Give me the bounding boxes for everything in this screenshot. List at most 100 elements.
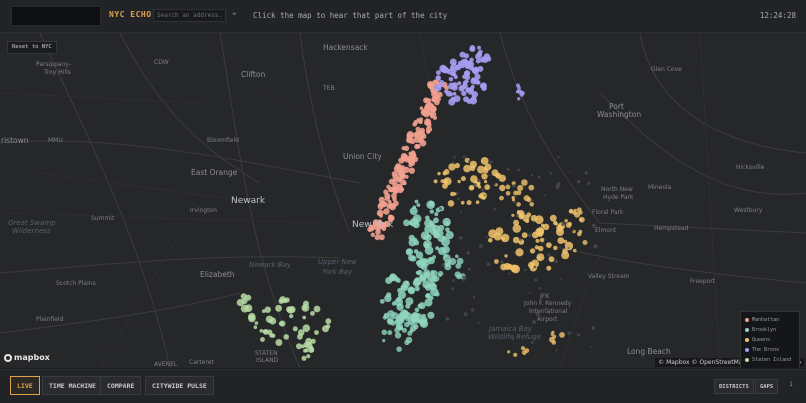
district-dot[interactable] [474,73,481,80]
district-dot[interactable] [549,214,557,222]
district-dot[interactable] [428,201,435,207]
district-dot[interactable] [302,305,307,310]
district-dot[interactable] [573,208,578,212]
district-dot[interactable] [445,227,450,232]
district-dot[interactable] [434,233,440,239]
district-dot[interactable] [262,329,267,334]
district-dot[interactable] [528,184,535,191]
district-dot[interactable] [414,199,419,204]
district-dot[interactable] [488,229,497,239]
district-dot[interactable] [388,204,393,209]
district-dot[interactable] [452,66,458,73]
district-dot[interactable] [381,329,388,336]
district-dot[interactable] [408,220,414,226]
district-dot[interactable] [467,60,472,66]
district-dot[interactable] [400,187,405,192]
district-dot[interactable] [423,97,430,104]
district-dot[interactable] [383,208,390,215]
district-dot[interactable] [529,248,536,254]
district-dot[interactable] [297,333,303,340]
district-dot[interactable] [452,91,457,96]
district-dot[interactable] [499,184,506,192]
district-dot[interactable] [419,106,424,110]
district-dot[interactable] [407,157,415,165]
district-dot[interactable] [414,136,421,143]
district-dot[interactable] [469,160,477,169]
district-dot[interactable] [240,304,249,313]
district-dot[interactable] [565,222,572,229]
district-dot[interactable] [302,315,307,320]
district-dots-layer[interactable] [0,33,806,368]
district-dot[interactable] [438,273,442,277]
mode-live-button[interactable]: LIVE [10,376,40,395]
district-dot[interactable] [421,313,426,318]
district-dot[interactable] [537,245,544,252]
district-dot[interactable] [386,184,391,189]
district-dot[interactable] [414,307,420,313]
district-dot[interactable] [422,258,431,267]
district-dot[interactable] [494,259,499,264]
district-dot[interactable] [475,53,481,60]
district-dot[interactable] [511,264,520,274]
district-dot[interactable] [529,202,534,207]
district-dot[interactable] [427,311,435,319]
district-dot[interactable] [519,92,524,97]
district-dot[interactable] [505,191,511,196]
district-dot[interactable] [481,195,486,200]
district-dot[interactable] [456,257,464,265]
district-dot[interactable] [301,344,305,349]
district-dot[interactable] [521,179,528,186]
district-dot[interactable] [271,333,276,338]
district-dot[interactable] [269,317,277,325]
mode-time-machine-button[interactable]: TIME MACHINE [42,376,103,395]
district-dot[interactable] [408,167,415,174]
district-dot[interactable] [405,297,414,306]
district-dot[interactable] [536,253,545,262]
district-dot[interactable] [384,196,390,202]
info-icon[interactable]: i [789,381,793,388]
district-dot[interactable] [420,133,427,140]
district-dot[interactable] [534,215,544,225]
district-dot[interactable] [513,190,518,196]
district-dot[interactable] [325,318,332,325]
district-dot[interactable] [546,265,552,271]
district-dot[interactable] [260,337,265,342]
district-dot[interactable] [466,99,472,104]
district-dot[interactable] [559,332,565,338]
district-dot[interactable] [424,298,433,307]
district-dot[interactable] [446,263,451,267]
district-dot[interactable] [403,145,410,151]
district-dot[interactable] [418,119,423,125]
district-dot[interactable] [374,234,381,241]
district-dot[interactable] [424,120,429,126]
district-dot[interactable] [464,79,469,84]
mode-citywide-pulse-button[interactable]: CITYWIDE PULSE [145,376,214,395]
district-dot[interactable] [483,168,489,174]
district-dot[interactable] [557,237,565,245]
district-dot[interactable] [310,311,315,316]
district-dot[interactable] [416,269,423,276]
district-dot[interactable] [564,241,574,251]
district-dot[interactable] [512,224,522,233]
district-dot[interactable] [526,197,532,203]
district-dot[interactable] [409,207,418,216]
district-dot[interactable] [416,203,421,207]
district-dot[interactable] [405,248,414,256]
district-dot[interactable] [448,163,456,171]
district-dot[interactable] [438,224,445,232]
district-dot[interactable] [459,51,466,58]
district-dot[interactable] [505,184,511,190]
district-dot[interactable] [463,70,471,77]
district-dot[interactable] [254,321,259,325]
district-dot[interactable] [515,248,524,257]
district-dot[interactable] [513,352,518,357]
district-dot[interactable] [415,126,421,132]
district-dot[interactable] [495,227,504,236]
district-dot[interactable] [386,292,392,298]
district-dot[interactable] [542,223,550,230]
district-dot[interactable] [382,315,388,320]
district-dot[interactable] [441,235,447,241]
district-dot[interactable] [546,242,552,249]
arrow-right-icon[interactable]: ➔ [232,10,237,18]
district-dot[interactable] [431,95,439,103]
